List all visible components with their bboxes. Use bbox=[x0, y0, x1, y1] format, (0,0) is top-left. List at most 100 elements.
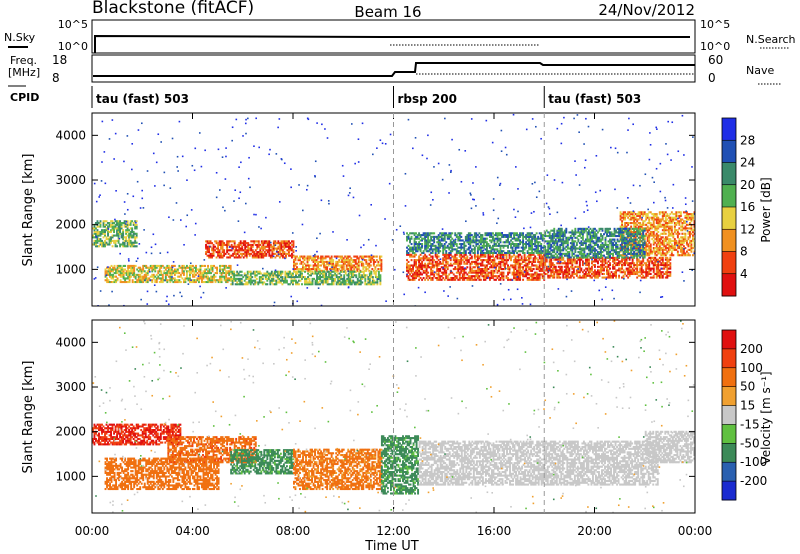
power-cell bbox=[353, 266, 356, 269]
power-cell bbox=[342, 262, 345, 265]
power-cell bbox=[427, 250, 430, 253]
power-cell bbox=[253, 252, 256, 255]
power-cell bbox=[526, 273, 529, 276]
power-cell bbox=[445, 276, 448, 280]
power-cell bbox=[321, 257, 324, 260]
power-cell bbox=[652, 214, 655, 217]
power-cell bbox=[627, 211, 630, 214]
power-cell bbox=[499, 264, 502, 267]
power-cell bbox=[645, 262, 648, 265]
power-cell bbox=[365, 259, 368, 262]
power-cell bbox=[652, 247, 655, 250]
power-cell bbox=[155, 273, 158, 276]
power-cell bbox=[112, 275, 115, 278]
power-cell bbox=[196, 272, 199, 275]
power-cell bbox=[481, 241, 484, 244]
power-cell bbox=[284, 256, 287, 259]
power-cell bbox=[206, 247, 209, 250]
power-cell bbox=[463, 248, 466, 251]
power-cell bbox=[152, 275, 155, 278]
power-cell bbox=[522, 266, 525, 269]
power-cell bbox=[651, 225, 654, 228]
power-cell bbox=[290, 252, 293, 255]
power-cell bbox=[654, 218, 657, 221]
power-cell bbox=[265, 249, 268, 252]
power-cell bbox=[193, 275, 196, 278]
power-cell bbox=[294, 268, 297, 271]
power-cell bbox=[655, 269, 658, 272]
power-cell bbox=[351, 266, 354, 269]
power-cell bbox=[431, 269, 434, 272]
power-cell bbox=[451, 248, 454, 251]
power-cell bbox=[631, 258, 634, 261]
power-cell bbox=[422, 257, 425, 260]
power-cell bbox=[449, 250, 452, 253]
power-cell bbox=[313, 277, 316, 280]
power-cell bbox=[551, 276, 554, 279]
power-cell bbox=[525, 271, 528, 274]
power-cell bbox=[198, 280, 200, 284]
power-cell bbox=[107, 268, 110, 271]
power-cell bbox=[502, 244, 505, 247]
power-cell bbox=[493, 244, 496, 247]
power-cell bbox=[309, 257, 312, 260]
power-cell bbox=[135, 232, 138, 235]
power-cell bbox=[655, 248, 658, 251]
power-cell bbox=[199, 273, 202, 276]
power-cell bbox=[182, 266, 185, 269]
power-cell bbox=[437, 275, 440, 278]
power-cell bbox=[490, 248, 493, 251]
power-cell bbox=[619, 211, 622, 214]
power-cell bbox=[266, 243, 269, 246]
power-cell bbox=[550, 260, 553, 263]
power-cell bbox=[407, 264, 410, 267]
power-cell bbox=[657, 216, 660, 219]
power-cell bbox=[476, 234, 479, 237]
power-cell bbox=[252, 272, 255, 275]
power-cell bbox=[208, 272, 211, 275]
power-cell bbox=[648, 211, 651, 214]
power-cell bbox=[485, 260, 488, 263]
power-cell bbox=[491, 237, 494, 240]
power-cell bbox=[372, 264, 375, 267]
power-cell bbox=[105, 238, 108, 241]
power-cell bbox=[572, 269, 575, 272]
power-cell bbox=[123, 239, 126, 242]
power-cell bbox=[473, 266, 476, 269]
power-cell bbox=[228, 264, 231, 267]
power-cell bbox=[95, 222, 97, 225]
power-cell bbox=[670, 245, 673, 248]
power-cell bbox=[529, 260, 532, 263]
power-cell bbox=[562, 272, 565, 276]
power-cell bbox=[627, 213, 630, 216]
power-cell bbox=[606, 271, 608, 274]
power-cell bbox=[669, 264, 672, 267]
power-cell bbox=[352, 274, 355, 277]
power-cell bbox=[409, 266, 411, 269]
power-cell bbox=[413, 237, 416, 240]
power-cell bbox=[630, 213, 633, 216]
power-cell bbox=[406, 232, 408, 235]
power-cell bbox=[98, 245, 100, 248]
power-cell bbox=[120, 232, 123, 235]
power-cell bbox=[643, 248, 646, 251]
power-cell bbox=[566, 264, 569, 267]
power-cell bbox=[606, 269, 608, 272]
power-cell bbox=[449, 271, 452, 274]
power-cell bbox=[490, 241, 493, 244]
power-cell bbox=[443, 237, 446, 240]
power-cell bbox=[205, 251, 207, 254]
power-cell bbox=[522, 244, 525, 247]
power-cell bbox=[451, 243, 454, 246]
power-cell bbox=[378, 264, 381, 267]
power-cell bbox=[362, 272, 365, 275]
power-cell bbox=[658, 239, 661, 242]
power-cell bbox=[534, 234, 537, 237]
power-cell bbox=[457, 262, 460, 265]
power-cell bbox=[669, 245, 672, 248]
power-cell bbox=[649, 245, 652, 248]
power-cell bbox=[187, 270, 190, 273]
power-cell bbox=[531, 239, 534, 242]
power-cell bbox=[154, 266, 157, 269]
power-cell bbox=[102, 232, 105, 235]
